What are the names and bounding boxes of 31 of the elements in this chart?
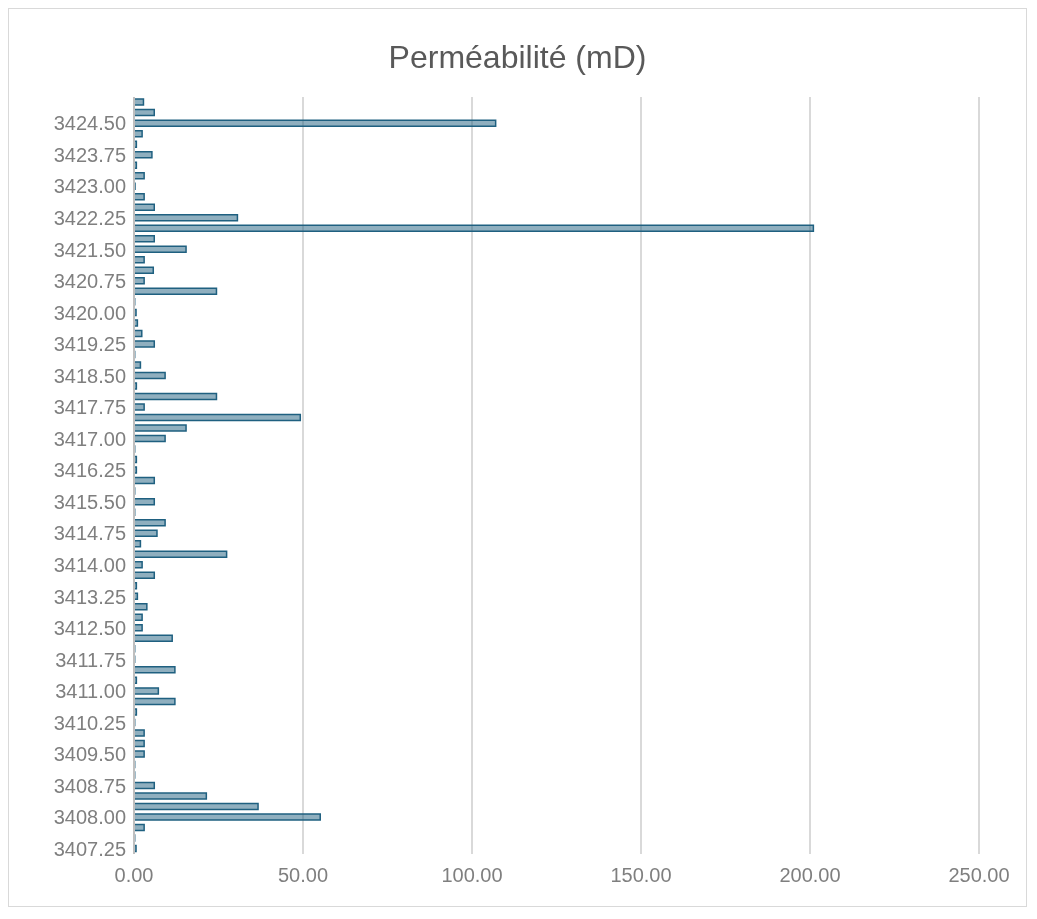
y-tick-label: 3423.75 bbox=[53, 143, 126, 166]
y-tick-label: 3417.75 bbox=[53, 396, 126, 419]
x-tick-label: 250.00 bbox=[948, 864, 1010, 887]
x-tick-label: 0.00 bbox=[114, 864, 154, 887]
y-tick-label: 3407.25 bbox=[53, 837, 126, 860]
y-tick-label: 3409.50 bbox=[53, 743, 126, 766]
y-tick-label: 3408.00 bbox=[53, 806, 126, 829]
x-tick-label: 200.00 bbox=[779, 864, 841, 887]
y-tick-label: 3415.50 bbox=[53, 490, 126, 513]
y-tick-label: 3416.25 bbox=[53, 459, 126, 482]
x-tick-label: 150.00 bbox=[610, 864, 672, 887]
chart-title: Perméabilité (mD) bbox=[387, 38, 648, 77]
x-tick-label: 100.00 bbox=[441, 864, 503, 887]
y-tick-label: 3411.75 bbox=[55, 648, 126, 671]
y-tick-label: 3421.50 bbox=[53, 238, 126, 261]
y-tick-label: 3412.50 bbox=[53, 617, 126, 640]
x-tick-label: 50.00 bbox=[277, 864, 329, 887]
y-tick-label: 3414.00 bbox=[53, 553, 126, 576]
y-tick-label: 3413.25 bbox=[53, 585, 126, 608]
y-tick-label: 3420.75 bbox=[53, 270, 126, 293]
y-tick-label: 3411.00 bbox=[55, 680, 126, 703]
y-tick-label: 3410.25 bbox=[53, 711, 126, 734]
y-tick-label: 3422.25 bbox=[53, 207, 126, 230]
y-tick-label: 3418.50 bbox=[53, 364, 126, 387]
y-tick-label: 3423.00 bbox=[53, 175, 126, 198]
y-tick-label: 3414.75 bbox=[53, 522, 126, 545]
y-tick-label: 3419.25 bbox=[53, 333, 126, 356]
y-tick-label: 3408.75 bbox=[53, 774, 126, 797]
y-tick-label: 3420.00 bbox=[53, 301, 126, 324]
y-tick-label: 3424.50 bbox=[53, 112, 126, 135]
y-tick-label: 3417.00 bbox=[53, 427, 126, 450]
